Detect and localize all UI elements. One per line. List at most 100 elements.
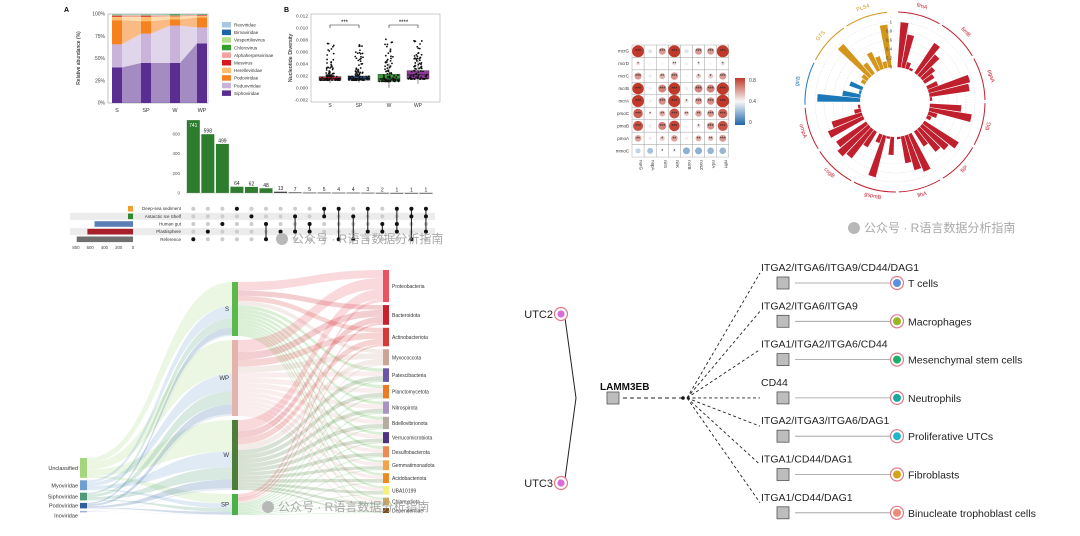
significance-stars: *** xyxy=(659,49,665,55)
col-label: nrfA xyxy=(711,160,716,168)
significance-stars: *** xyxy=(696,49,702,55)
group-label: ompA xyxy=(797,123,807,139)
cell-type-label: Neutrophils xyxy=(908,393,961,405)
data-point xyxy=(417,75,419,78)
group-label: gtrB xyxy=(794,75,802,86)
correlation-circle xyxy=(718,108,728,119)
data-point xyxy=(384,43,386,46)
sankey-node-label: Inoviridae xyxy=(54,513,78,519)
ligand-node[interactable] xyxy=(606,391,620,405)
data-point xyxy=(418,57,421,60)
row-label: mcrD xyxy=(618,61,629,66)
data-point xyxy=(425,73,428,76)
y-tick-label: 0.006 xyxy=(296,50,308,56)
data-point xyxy=(359,49,361,52)
data-point xyxy=(381,78,383,80)
correlation-circle xyxy=(634,135,642,142)
sankey-node-label: Podoviridae xyxy=(49,504,78,510)
data-point xyxy=(417,52,419,55)
bar-value-label: 1 xyxy=(425,187,428,193)
data-point xyxy=(420,61,423,64)
sankey-link xyxy=(238,295,383,333)
sankey-link xyxy=(238,338,383,445)
radial-bar xyxy=(928,83,970,97)
sankey-node xyxy=(383,508,389,513)
sankey-link xyxy=(87,327,232,505)
cell-type-label: Proliferative UTCs xyxy=(908,431,993,443)
significance-stars: *** xyxy=(635,87,641,93)
stacked-bar-segment xyxy=(170,25,180,63)
significance-stars: *** xyxy=(635,111,641,117)
x-tick-label: W xyxy=(172,108,178,114)
significance-bracket xyxy=(388,24,419,28)
legend-swatch xyxy=(222,90,231,96)
membership-dot-empty xyxy=(293,206,298,211)
sankey-link xyxy=(238,456,383,511)
receptor-node[interactable] xyxy=(776,429,790,443)
bar-value-label: 5 xyxy=(308,187,311,193)
y-axis-label: Relative abundance (%) xyxy=(76,31,82,85)
area-band-Siphoviridae xyxy=(112,43,207,103)
sankey-link xyxy=(238,466,383,480)
membership-dot-empty xyxy=(249,206,254,211)
data-point xyxy=(354,55,357,58)
receptor-node[interactable] xyxy=(776,468,790,481)
area-band-Herelleviridae xyxy=(112,15,207,22)
data-point xyxy=(393,78,396,80)
radial-bar xyxy=(827,116,865,138)
correlation-circle xyxy=(632,45,645,58)
correlation-circle xyxy=(659,110,666,117)
data-point xyxy=(354,73,357,76)
cell-type-label: Mesenchymal stem cells xyxy=(908,355,1022,367)
bar-value-label: 64 xyxy=(234,181,240,187)
y-tick-label: 200 xyxy=(172,171,180,176)
receptor-label: ITGA1/CD44/DAG1 xyxy=(761,454,853,466)
correlation-circle xyxy=(717,120,728,131)
intersection-bar xyxy=(244,186,258,193)
data-point xyxy=(359,75,361,78)
row-label: pmoC xyxy=(617,111,630,116)
significance-stars: *** xyxy=(635,124,641,130)
col-label: nifH xyxy=(723,160,728,168)
significance-stars: *** xyxy=(671,49,677,55)
receptor-node[interactable] xyxy=(776,391,790,405)
sankey-node-label: SP xyxy=(221,503,229,509)
receptor-node[interactable] xyxy=(776,276,790,290)
membership-dot-empty xyxy=(220,214,225,219)
data-point xyxy=(414,40,417,43)
membership-dot-empty xyxy=(249,222,254,226)
membership-dot-empty xyxy=(423,237,428,242)
sankey-link xyxy=(238,408,383,464)
receptor-node[interactable] xyxy=(776,506,790,520)
data-point xyxy=(326,75,329,78)
data-point xyxy=(417,73,420,76)
correlation-circle xyxy=(694,84,703,93)
legend-swatch xyxy=(222,67,231,74)
significance-stars: *** xyxy=(720,49,726,55)
radial-bar xyxy=(927,74,971,94)
data-point xyxy=(383,80,386,83)
intersection-bar xyxy=(274,191,288,193)
radial-bar xyxy=(861,74,869,82)
data-point xyxy=(412,75,415,78)
correlation-circle xyxy=(695,135,702,142)
group-label: fliP xyxy=(960,164,970,174)
sankey-link xyxy=(87,318,232,495)
x-tick-label: SP xyxy=(142,108,150,114)
data-point xyxy=(354,74,357,77)
data-point xyxy=(360,55,362,58)
data-point xyxy=(348,75,350,78)
significance-stars: *** xyxy=(635,74,641,80)
significance-label: **** xyxy=(399,20,409,26)
set-label: Reference xyxy=(160,237,181,242)
bar-value-label: 4 xyxy=(337,187,340,193)
radial-bar xyxy=(917,54,940,78)
receptor-node[interactable] xyxy=(776,353,790,367)
membership-dot-empty xyxy=(365,237,370,242)
correlation-circle xyxy=(633,108,643,119)
y-tick-label: 0.008 xyxy=(296,38,308,44)
group-label: gspmB xyxy=(864,192,882,202)
y-tick-label: 0.004 xyxy=(296,62,308,68)
col-label: nirK xyxy=(675,160,680,168)
receptor-node[interactable] xyxy=(776,314,790,328)
